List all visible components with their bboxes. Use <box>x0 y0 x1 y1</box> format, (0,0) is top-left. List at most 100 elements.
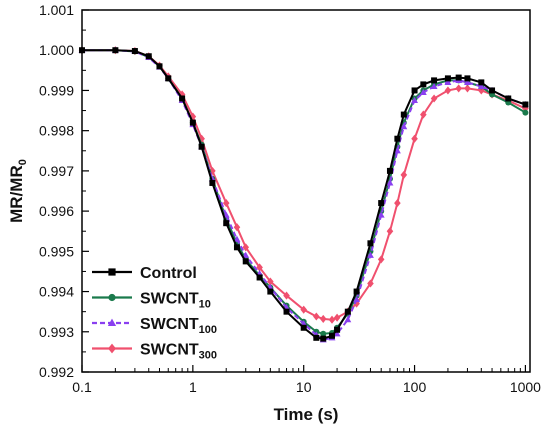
data-point <box>464 75 471 82</box>
data-point <box>267 277 274 286</box>
data-point <box>222 199 230 208</box>
y-tick-label: 0.998 <box>39 123 74 139</box>
x-tick-label: 10 <box>296 379 312 395</box>
data-point <box>223 220 230 227</box>
data-point <box>329 332 336 339</box>
y-tick-label: 0.992 <box>39 364 74 380</box>
x-tick-label: 100 <box>403 379 427 395</box>
y-tick-label: 1.001 <box>39 2 74 18</box>
y-axis-title-main: MR/MR <box>7 165 26 223</box>
data-point <box>283 308 290 315</box>
data-point <box>378 200 385 207</box>
data-point <box>463 78 471 85</box>
data-point <box>233 235 241 242</box>
data-point <box>198 143 205 150</box>
data-point <box>131 48 138 55</box>
data-point <box>411 96 419 104</box>
data-point <box>233 223 241 232</box>
data-point <box>189 119 196 126</box>
legend-label-subscript: 300 <box>199 350 217 362</box>
data-point <box>431 77 438 84</box>
data-point <box>112 47 119 54</box>
y-axis-title: MR/MR0 <box>7 159 29 223</box>
legend-label-subscript: 100 <box>199 324 217 336</box>
data-point <box>256 274 263 281</box>
legend-item: SWCNT100 <box>92 316 217 336</box>
data-point <box>420 81 427 88</box>
data-point <box>366 251 374 258</box>
x-tick-label: 0.1 <box>72 379 92 395</box>
data-point <box>367 240 374 247</box>
data-point <box>377 211 385 218</box>
data-point <box>209 179 216 186</box>
data-point <box>333 313 341 322</box>
data-point <box>478 79 485 86</box>
legend: Control SWCNT10 SWCNT100 SWCNT300 <box>92 265 217 362</box>
data-point <box>489 87 496 94</box>
data-point <box>393 147 401 154</box>
legend-label-main: Control <box>140 265 197 282</box>
y-tick-label: 0.997 <box>39 163 74 179</box>
data-point <box>344 316 352 323</box>
data-point <box>367 279 374 288</box>
data-point <box>353 288 360 295</box>
legend-label: SWCNT100 <box>140 316 217 336</box>
data-point <box>411 87 418 94</box>
data-point <box>394 199 401 208</box>
data-point <box>320 335 327 342</box>
data-point <box>328 315 336 324</box>
y-tick-label: 0.995 <box>39 243 74 259</box>
data-point <box>505 95 512 102</box>
data-point <box>283 291 290 300</box>
data-point <box>522 104 529 113</box>
y-tick-label: 0.999 <box>39 82 74 98</box>
data-point <box>386 167 393 174</box>
y-axis-title-subscript: 0 <box>17 159 29 165</box>
data-point <box>313 312 320 321</box>
x-tick-label: 1 <box>189 379 197 395</box>
data-point <box>377 255 385 264</box>
y-tick-label: 1.000 <box>39 42 74 58</box>
series-SWCNT300 <box>78 46 529 324</box>
data-point <box>394 135 401 142</box>
data-point <box>333 330 341 337</box>
data-point <box>430 82 438 89</box>
legend-item: Control <box>92 265 197 282</box>
data-point <box>344 308 351 315</box>
data-point <box>242 243 250 252</box>
data-point <box>419 88 427 96</box>
data-point <box>300 320 308 327</box>
data-point <box>400 123 408 130</box>
ticks-layer: 0.1 1 10 100 1000 0.992 0.993 0.994 0.995 0.996 0.… <box>39 2 541 395</box>
data-point <box>156 63 163 70</box>
data-point <box>178 90 186 99</box>
y-tick-label: 0.994 <box>39 284 74 300</box>
data-point <box>319 314 327 323</box>
data-point <box>334 326 341 333</box>
data-point <box>165 75 172 82</box>
data-point <box>353 296 361 303</box>
x-tick-label: 1000 <box>510 379 541 395</box>
data-point <box>386 179 394 186</box>
data-point <box>420 110 427 119</box>
data-point <box>313 334 320 341</box>
data-point <box>522 101 529 108</box>
data-point <box>320 330 327 337</box>
data-point <box>455 74 462 81</box>
data-point <box>400 111 407 118</box>
data-point <box>300 324 307 331</box>
legend-label: SWCNT300 <box>140 342 217 362</box>
data-point <box>233 244 240 251</box>
data-point <box>108 343 116 354</box>
data-point <box>267 288 274 295</box>
data-point <box>242 251 250 258</box>
data-point <box>108 268 116 276</box>
legend-label-subscript: 10 <box>199 299 211 311</box>
data-point <box>108 293 116 302</box>
data-point <box>386 227 394 236</box>
legend-label-main: SWCNT <box>140 291 199 308</box>
data-point <box>464 84 471 93</box>
data-point <box>300 305 308 314</box>
data-point <box>400 170 408 179</box>
